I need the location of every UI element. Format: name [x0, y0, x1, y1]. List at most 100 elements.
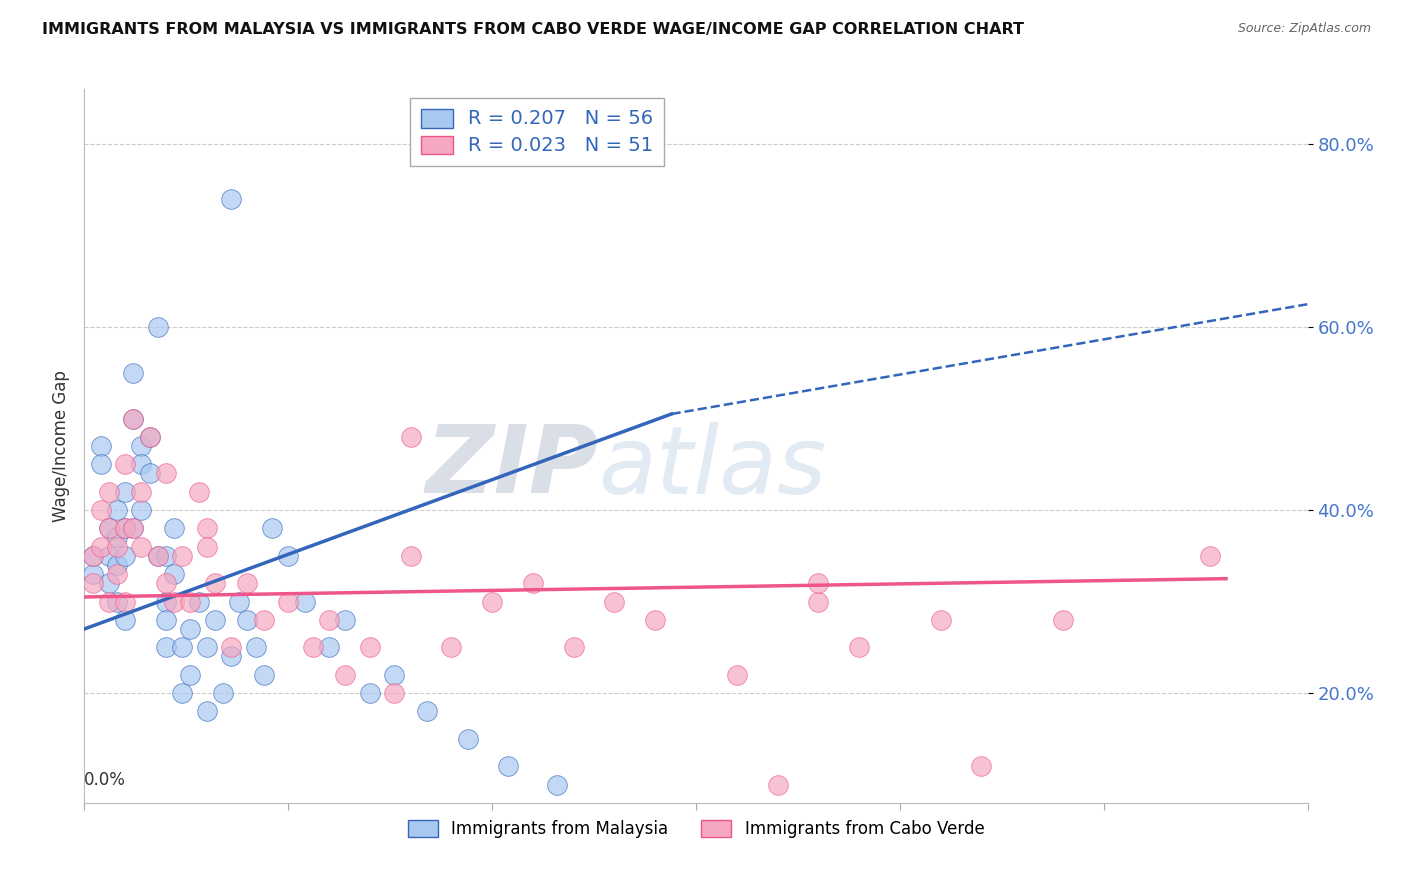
Point — [163, 567, 186, 582]
Point — [105, 594, 128, 608]
Point — [138, 430, 160, 444]
Point — [187, 484, 209, 499]
Point — [155, 594, 177, 608]
Point — [138, 430, 160, 444]
Point — [97, 549, 120, 563]
Point — [212, 686, 235, 700]
Point — [131, 439, 153, 453]
Point — [114, 594, 136, 608]
Y-axis label: Wage/Income Gap: Wage/Income Gap — [52, 370, 70, 522]
Point — [929, 613, 952, 627]
Point — [90, 503, 112, 517]
Point — [399, 430, 422, 444]
Point — [105, 567, 128, 582]
Point — [155, 467, 177, 481]
Point — [766, 777, 789, 791]
Point — [114, 549, 136, 563]
Point — [114, 484, 136, 499]
Point — [105, 540, 128, 554]
Text: Source: ZipAtlas.com: Source: ZipAtlas.com — [1237, 22, 1371, 36]
Point — [603, 594, 626, 608]
Point — [481, 594, 503, 608]
Point — [82, 576, 104, 591]
Point — [807, 594, 830, 608]
Point — [155, 576, 177, 591]
Point — [644, 613, 666, 627]
Point — [725, 667, 748, 681]
Point — [294, 594, 316, 608]
Point — [219, 640, 242, 655]
Point — [114, 521, 136, 535]
Point — [219, 649, 242, 664]
Point — [122, 411, 145, 425]
Point — [335, 667, 357, 681]
Point — [253, 613, 276, 627]
Point — [253, 667, 276, 681]
Point — [187, 594, 209, 608]
Point — [122, 411, 145, 425]
Point — [163, 594, 186, 608]
Point — [277, 549, 299, 563]
Point — [204, 613, 226, 627]
Point — [236, 613, 259, 627]
Text: atlas: atlas — [598, 422, 827, 513]
Point — [97, 594, 120, 608]
Point — [498, 759, 520, 773]
Point — [105, 503, 128, 517]
Point — [114, 613, 136, 627]
Point — [155, 613, 177, 627]
Point — [179, 622, 201, 636]
Point — [114, 521, 136, 535]
Text: IMMIGRANTS FROM MALAYSIA VS IMMIGRANTS FROM CABO VERDE WAGE/INCOME GAP CORRELATI: IMMIGRANTS FROM MALAYSIA VS IMMIGRANTS F… — [42, 22, 1024, 37]
Point — [105, 558, 128, 572]
Point — [172, 549, 194, 563]
Point — [146, 549, 169, 563]
Point — [440, 640, 463, 655]
Point — [195, 704, 218, 718]
Point — [562, 640, 585, 655]
Point — [260, 521, 283, 535]
Point — [82, 567, 104, 582]
Point — [82, 549, 104, 563]
Point — [146, 549, 169, 563]
Point — [172, 686, 194, 700]
Point — [1052, 613, 1074, 627]
Point — [228, 594, 250, 608]
Point — [236, 576, 259, 591]
Point — [1198, 549, 1220, 563]
Point — [138, 467, 160, 481]
Point — [546, 777, 568, 791]
Point — [195, 640, 218, 655]
Point — [122, 366, 145, 380]
Point — [195, 521, 218, 535]
Point — [90, 458, 112, 472]
Point — [335, 613, 357, 627]
Point — [97, 521, 120, 535]
Point — [146, 320, 169, 334]
Point — [97, 521, 120, 535]
Point — [97, 576, 120, 591]
Point — [457, 731, 479, 746]
Point — [848, 640, 870, 655]
Point — [970, 759, 993, 773]
Point — [90, 439, 112, 453]
Point — [382, 686, 405, 700]
Point — [105, 531, 128, 545]
Point — [195, 540, 218, 554]
Point — [318, 613, 340, 627]
Point — [131, 540, 153, 554]
Point — [131, 458, 153, 472]
Point — [301, 640, 323, 655]
Point — [359, 686, 381, 700]
Point — [522, 576, 544, 591]
Point — [204, 576, 226, 591]
Point — [155, 549, 177, 563]
Point — [90, 540, 112, 554]
Point — [179, 667, 201, 681]
Point — [172, 640, 194, 655]
Point — [122, 521, 145, 535]
Point — [114, 458, 136, 472]
Point — [399, 549, 422, 563]
Point — [807, 576, 830, 591]
Point — [131, 484, 153, 499]
